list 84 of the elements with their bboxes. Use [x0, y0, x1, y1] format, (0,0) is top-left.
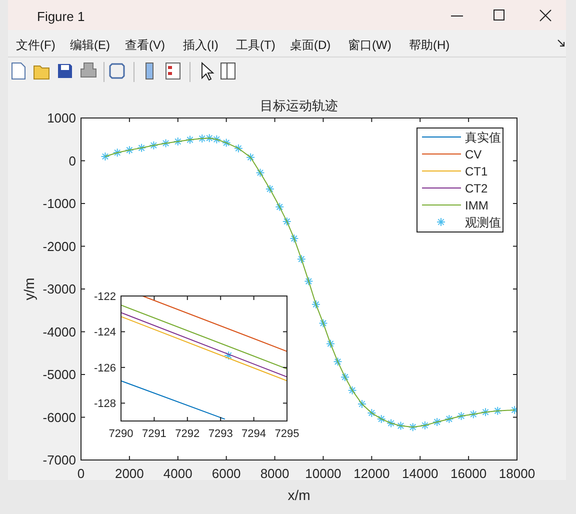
text: 窗口(W)	[348, 38, 392, 52]
point	[161, 138, 170, 148]
y-tick-label: -2000	[42, 238, 76, 254]
point	[367, 408, 376, 418]
point	[112, 148, 122, 158]
text: 文件(F)	[16, 38, 56, 52]
point	[265, 184, 274, 194]
legend-label: CT2	[465, 182, 488, 196]
text: 帮助(H)	[409, 38, 450, 52]
point	[396, 421, 406, 430]
point	[444, 414, 454, 424]
x-tick-label: 7294	[242, 428, 266, 440]
x-axis-title: x/m	[288, 487, 310, 503]
y-tick-label: 0	[68, 153, 76, 168]
point	[420, 420, 430, 430]
point	[318, 318, 328, 328]
point	[100, 152, 110, 161]
point	[333, 357, 342, 366]
x-tick-label: 2000	[114, 466, 144, 481]
point	[481, 408, 490, 417]
y-tick-label: -128	[94, 398, 116, 410]
y-tick-label: -122	[94, 290, 116, 303]
legend-label: CT1	[465, 164, 488, 178]
point	[432, 417, 442, 426]
point	[149, 140, 158, 150]
text: 插入(I)	[183, 38, 218, 52]
text: 编辑(E)	[70, 38, 110, 52]
x-tick-label: 7292	[175, 428, 200, 440]
legend-label: IMM	[465, 198, 488, 212]
point	[186, 135, 194, 144]
point	[290, 234, 299, 244]
text: 工具(T)	[236, 38, 276, 52]
point	[137, 143, 146, 152]
point	[326, 339, 335, 348]
x-tick-label: 10000	[305, 466, 342, 481]
x-tick-label: 16000	[450, 466, 487, 481]
point	[408, 422, 418, 432]
point	[456, 411, 466, 420]
point	[386, 418, 396, 428]
x-tick-label: 12000	[354, 466, 390, 481]
point	[222, 138, 231, 148]
y-tick-label: -4000	[42, 324, 76, 340]
text: 查看(V)	[125, 38, 165, 52]
point	[311, 300, 320, 309]
point	[468, 410, 478, 419]
point	[234, 144, 243, 153]
point	[212, 134, 222, 144]
legend-label: CV	[465, 148, 482, 162]
x-tick-label: 4000	[163, 466, 192, 481]
x-tick-label: 7291	[142, 428, 166, 440]
point	[357, 399, 366, 408]
y-tick-label: 1000	[47, 110, 76, 126]
chart-title: 目标运动轨迹	[260, 98, 338, 113]
point	[348, 386, 357, 395]
point	[275, 202, 284, 212]
point	[124, 146, 134, 155]
x-tick-label: 18000	[498, 466, 536, 481]
x-tick-label: 14000	[402, 466, 438, 481]
x-tick-label: 7290	[108, 428, 134, 440]
legend-label: 观测值	[465, 216, 501, 230]
y-tick-label: -3000	[42, 282, 76, 297]
y-axis-title: y/m	[21, 278, 37, 300]
y-tick-label: -124	[94, 326, 116, 339]
y-tick-label: -1000	[42, 196, 76, 212]
point	[173, 137, 182, 146]
text: Figure 1	[37, 9, 85, 24]
x-tick-label: 6000	[212, 466, 241, 481]
point	[340, 372, 350, 382]
point	[376, 414, 386, 424]
point	[493, 406, 502, 416]
y-tick-label: -6000	[42, 410, 76, 425]
point	[296, 254, 306, 264]
y-tick-label: -7000	[42, 452, 76, 468]
y-tick-label: -5000	[42, 367, 76, 382]
point	[282, 216, 292, 226]
point	[304, 276, 314, 286]
x-tick-label: 7293	[208, 428, 233, 440]
legend-label: 真实值	[465, 130, 501, 144]
text: 桌面(D)	[290, 38, 331, 52]
x-tick-label: 7295	[274, 428, 300, 440]
point	[246, 152, 256, 162]
y-tick-label: -126	[94, 362, 116, 374]
point	[256, 168, 265, 178]
x-tick-label: 8000	[260, 466, 290, 481]
